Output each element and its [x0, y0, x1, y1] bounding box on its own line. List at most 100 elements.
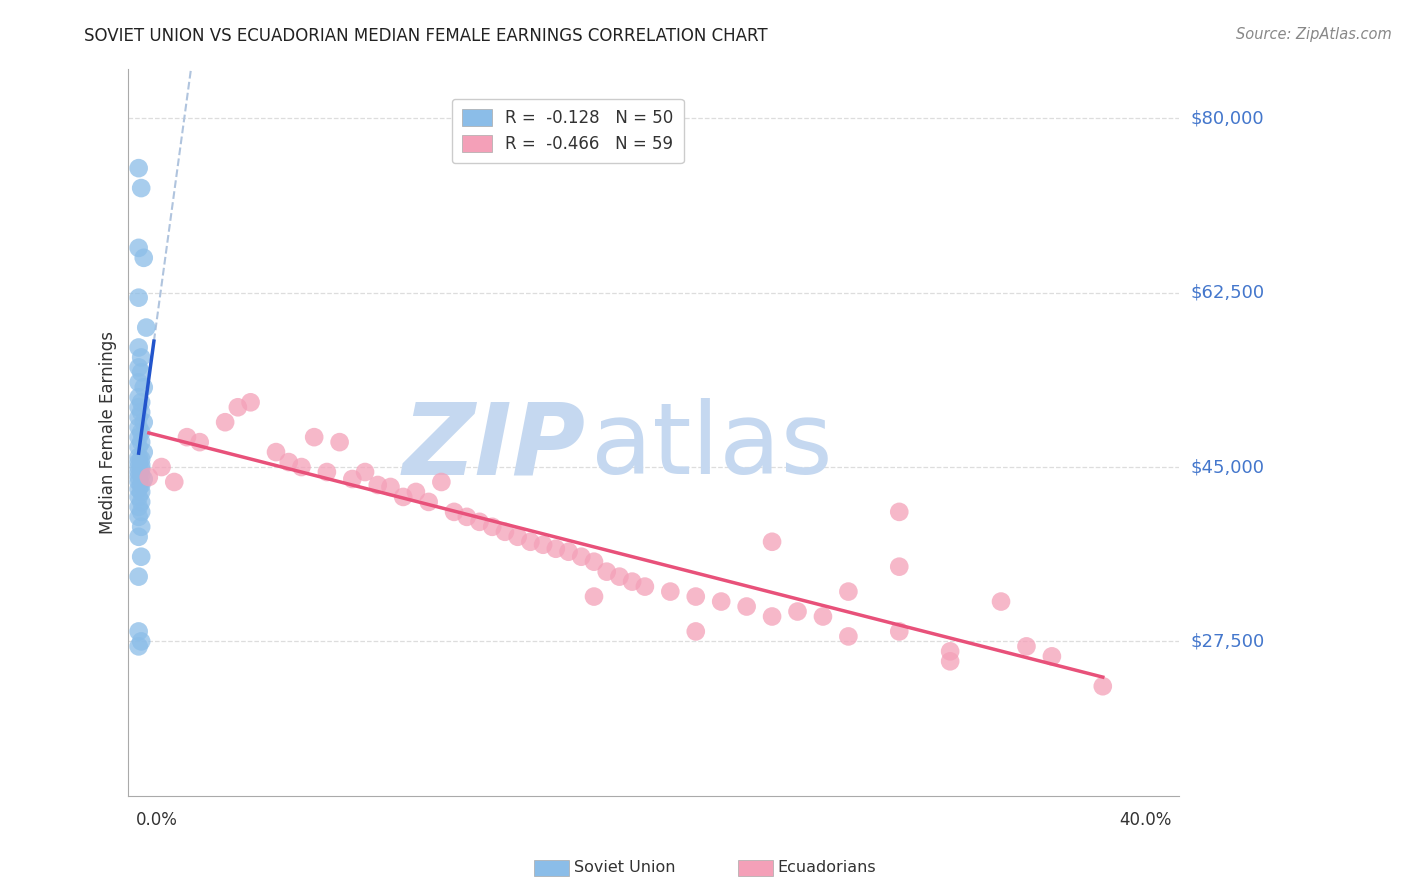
Point [129, 478, 152, 492]
Point [150, 460, 173, 475]
Point [889, 559, 911, 574]
Point [456, 509, 478, 524]
Point [990, 594, 1012, 608]
Point [129, 181, 152, 195]
Point [418, 495, 440, 509]
Text: atlas: atlas [591, 398, 832, 495]
Point [405, 485, 427, 500]
Text: ZIP: ZIP [402, 398, 585, 495]
Point [519, 534, 541, 549]
Point [128, 470, 150, 484]
Point [710, 594, 733, 608]
Point [494, 524, 516, 539]
Point [761, 534, 783, 549]
Point [132, 415, 155, 429]
Text: 0.0%: 0.0% [136, 811, 179, 829]
Point [659, 584, 682, 599]
Point [129, 351, 152, 365]
Point [786, 605, 808, 619]
Text: 40.0%: 40.0% [1119, 811, 1171, 829]
Point [128, 360, 150, 375]
Point [557, 545, 579, 559]
Point [129, 452, 152, 467]
Point [889, 624, 911, 639]
Point [302, 430, 325, 444]
Legend: R =  -0.128   N = 50, R =  -0.466   N = 59: R = -0.128 N = 50, R = -0.466 N = 59 [451, 99, 683, 163]
Point [889, 505, 911, 519]
Text: $62,500: $62,500 [1191, 284, 1264, 301]
Y-axis label: Median Female Earnings: Median Female Earnings [100, 331, 117, 533]
Point [939, 644, 962, 658]
Point [811, 609, 834, 624]
Point [128, 291, 150, 305]
Point [129, 549, 152, 564]
Point [128, 482, 150, 496]
Text: SOVIET UNION VS ECUADORIAN MEDIAN FEMALE EARNINGS CORRELATION CHART: SOVIET UNION VS ECUADORIAN MEDIAN FEMALE… [84, 27, 768, 45]
Point [129, 458, 152, 472]
Point [621, 574, 644, 589]
Point [129, 634, 152, 648]
Point [582, 590, 605, 604]
Point [315, 465, 337, 479]
Point [129, 435, 152, 450]
Point [188, 435, 211, 450]
Point [129, 425, 152, 439]
Point [129, 405, 152, 419]
Point [132, 472, 155, 486]
Point [354, 465, 377, 479]
Point [506, 530, 529, 544]
Point [430, 475, 453, 489]
Point [129, 395, 152, 409]
Text: $45,000: $45,000 [1191, 458, 1264, 476]
Point [685, 590, 707, 604]
Point [128, 430, 150, 444]
Text: $27,500: $27,500 [1191, 632, 1264, 650]
Point [1040, 649, 1063, 664]
Text: Soviet Union: Soviet Union [574, 861, 675, 875]
Point [128, 490, 150, 504]
Point [128, 530, 150, 544]
Point [128, 500, 150, 514]
Text: Ecuadorians: Ecuadorians [778, 861, 876, 875]
Point [128, 161, 150, 176]
Point [176, 430, 198, 444]
Point [544, 541, 567, 556]
Point [468, 515, 491, 529]
Point [128, 241, 150, 255]
Point [1091, 679, 1114, 693]
Point [939, 654, 962, 668]
Point [609, 569, 631, 583]
Point [277, 455, 299, 469]
Point [128, 401, 150, 415]
Point [128, 450, 150, 464]
Point [290, 460, 312, 475]
Point [596, 565, 619, 579]
Point [367, 478, 389, 492]
Point [380, 480, 402, 494]
Point [1015, 640, 1038, 654]
Point [569, 549, 592, 564]
Point [582, 555, 605, 569]
Point [128, 455, 150, 469]
Point [214, 415, 236, 429]
Point [129, 485, 152, 500]
Point [129, 468, 152, 483]
Point [226, 401, 249, 415]
Point [761, 609, 783, 624]
Point [443, 505, 465, 519]
Text: $80,000: $80,000 [1191, 110, 1264, 128]
Point [129, 495, 152, 509]
Point [481, 520, 503, 534]
Point [132, 251, 155, 265]
Point [128, 624, 150, 639]
Point [128, 509, 150, 524]
Point [239, 395, 262, 409]
Point [531, 538, 554, 552]
Point [128, 569, 150, 583]
Point [128, 376, 150, 390]
Point [132, 445, 155, 459]
Point [837, 629, 859, 643]
Point [264, 445, 287, 459]
Point [634, 580, 657, 594]
Point [163, 475, 186, 489]
